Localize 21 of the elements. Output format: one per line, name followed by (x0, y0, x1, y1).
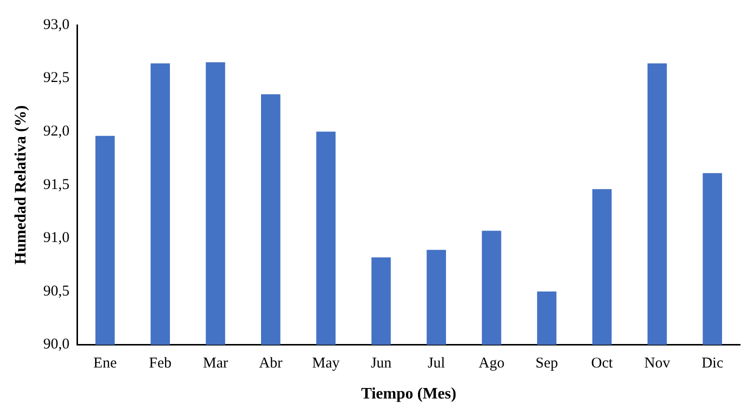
y-tick-label: 90,5 (43, 283, 70, 300)
x-tick-label: Mar (202, 356, 228, 372)
y-axis-title: Humedad Relativa (%) (12, 105, 30, 264)
x-tick-label: Jul (428, 356, 446, 372)
y-tick-label: 93,0 (43, 16, 70, 33)
x-tick-label: Jun (370, 356, 392, 372)
x-tick-label: Dic (702, 356, 724, 372)
y-tick-label: 92,5 (43, 70, 70, 86)
x-tick-label: Ago (478, 356, 504, 372)
x-tick-label: Abr (259, 356, 282, 372)
x-tick-label: Nov (644, 356, 671, 372)
y-tick-label: 91,0 (43, 230, 70, 246)
y-tick-label: 92,0 (43, 124, 70, 140)
x-tick-label: Ene (93, 356, 118, 372)
x-tick-label: Oct (591, 356, 614, 372)
x-axis-title: Tiempo (Mes) (361, 386, 456, 403)
x-tick-label: Feb (149, 356, 172, 372)
x-tick-label: Sep (536, 356, 558, 372)
y-tick-label: 91,5 (43, 176, 70, 193)
y-tick-label: 90,0 (43, 336, 70, 353)
x-tick-label: May (312, 356, 340, 372)
